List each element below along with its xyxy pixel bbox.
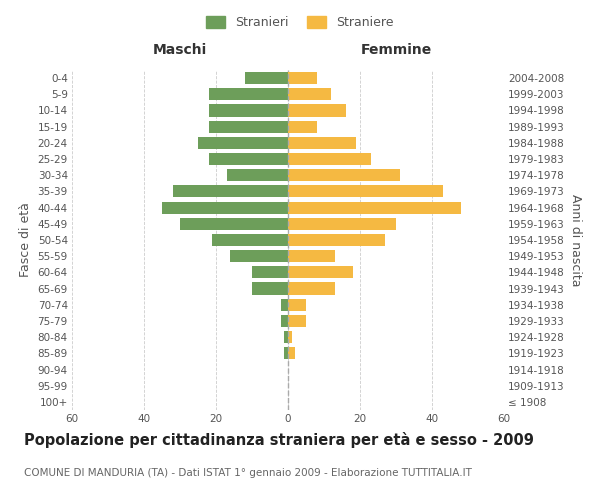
Bar <box>288 298 306 311</box>
Bar <box>288 120 317 132</box>
Bar <box>288 218 396 230</box>
Y-axis label: Anni di nascita: Anni di nascita <box>569 194 581 286</box>
Bar <box>284 348 288 360</box>
Text: Popolazione per cittadinanza straniera per età e sesso - 2009: Popolazione per cittadinanza straniera p… <box>24 432 534 448</box>
Bar <box>288 153 371 165</box>
Bar <box>288 282 335 294</box>
Bar <box>198 137 288 149</box>
Bar <box>209 88 288 101</box>
Text: Maschi: Maschi <box>153 43 207 57</box>
Bar <box>284 331 288 343</box>
Bar <box>227 169 288 181</box>
Bar <box>281 298 288 311</box>
Bar <box>288 104 346 117</box>
Bar <box>288 72 317 84</box>
Bar <box>288 169 400 181</box>
Bar <box>281 315 288 327</box>
Bar <box>288 250 335 262</box>
Bar <box>209 120 288 132</box>
Legend: Stranieri, Straniere: Stranieri, Straniere <box>202 11 398 34</box>
Bar <box>252 266 288 278</box>
Bar <box>288 234 385 246</box>
Bar <box>288 348 295 360</box>
Bar <box>288 88 331 101</box>
Bar <box>288 331 292 343</box>
Bar <box>288 315 306 327</box>
Bar <box>245 72 288 84</box>
Bar <box>288 186 443 198</box>
Text: COMUNE DI MANDURIA (TA) - Dati ISTAT 1° gennaio 2009 - Elaborazione TUTTITALIA.I: COMUNE DI MANDURIA (TA) - Dati ISTAT 1° … <box>24 468 472 477</box>
Text: Femmine: Femmine <box>361 43 431 57</box>
Bar <box>288 137 356 149</box>
Bar <box>230 250 288 262</box>
Bar <box>209 104 288 117</box>
Bar <box>252 282 288 294</box>
Bar <box>162 202 288 213</box>
Bar <box>288 266 353 278</box>
Bar <box>209 153 288 165</box>
Bar <box>212 234 288 246</box>
Bar <box>288 202 461 213</box>
Bar <box>173 186 288 198</box>
Y-axis label: Fasce di età: Fasce di età <box>19 202 32 278</box>
Bar <box>180 218 288 230</box>
